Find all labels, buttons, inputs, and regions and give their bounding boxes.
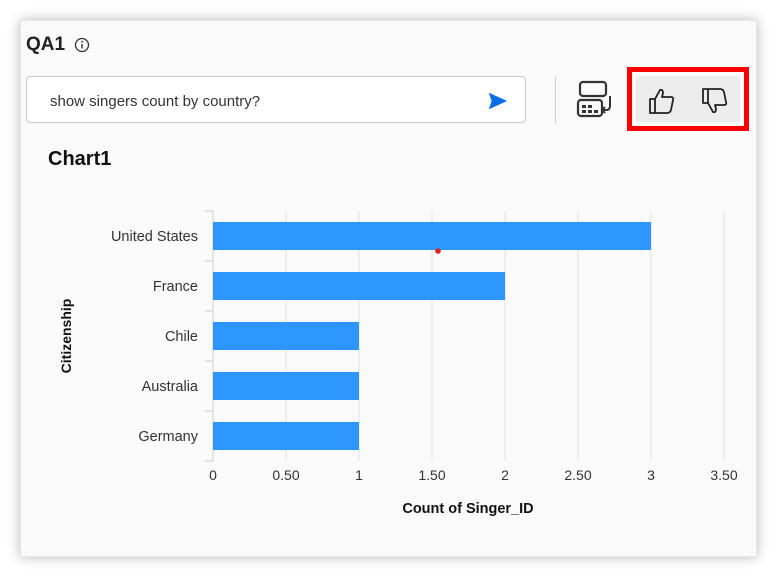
feedback-highlight-box [627,67,749,131]
chart-settings-icon[interactable] [576,80,614,120]
bar-germany[interactable] [213,422,359,450]
x-tick-label: 1 [355,467,363,483]
bar-united-states[interactable] [213,222,651,250]
thumbs-up-icon[interactable] [647,86,677,116]
x-tick-label: 0.50 [272,467,299,483]
chart-title: Chart1 [48,148,112,170]
y-tick-label: France [153,279,198,295]
toolbar-divider [555,76,556,124]
y-tick-label: Chile [165,329,198,345]
x-axis-label: Count of Singer_ID [402,501,533,517]
info-icon[interactable] [74,37,90,53]
bar-france[interactable] [213,272,505,300]
bar-australia[interactable] [213,372,359,400]
bar-chile[interactable] [213,322,359,350]
y-axis-label: Citizenship [58,299,74,374]
thumbs-down-icon[interactable] [700,86,730,116]
send-icon[interactable] [487,90,509,112]
query-text[interactable]: show singers count by country? [50,93,261,110]
query-input[interactable]: show singers count by country? [26,76,526,123]
x-tick-label: 0 [209,467,217,483]
y-tick-label: Australia [142,379,199,395]
x-tick-label: 2.50 [564,467,591,483]
x-tick-label: 1.50 [418,467,445,483]
y-tick-label: Germany [138,429,198,445]
x-tick-label: 3.50 [710,467,737,483]
x-tick-label: 3 [647,467,655,483]
y-tick-label: United States [111,229,198,245]
cursor-dot [435,248,441,254]
panel-title: QA1 [26,34,66,55]
x-tick-label: 2 [501,467,509,483]
